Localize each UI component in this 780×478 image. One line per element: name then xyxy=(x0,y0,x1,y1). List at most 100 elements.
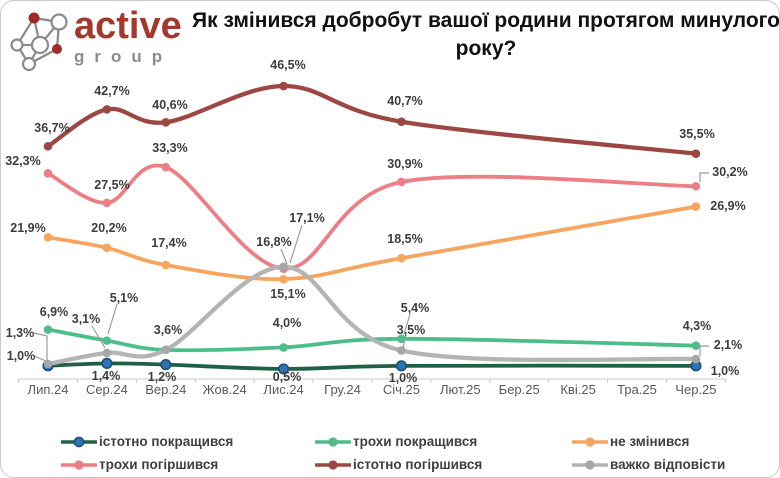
legend-row: істотно покращився трохи покращився не з… xyxy=(1,430,779,453)
x-axis-month-label: Лют.25 xyxy=(440,382,481,397)
label-leader-line xyxy=(91,325,106,349)
data-point-marker xyxy=(279,262,288,272)
data-point-marker xyxy=(397,346,406,355)
data-label: 3,6% xyxy=(154,323,183,337)
data-label: 5,4% xyxy=(401,301,430,315)
label-leader-line xyxy=(699,345,709,356)
x-axis-month-label: Лип.24 xyxy=(28,382,69,397)
brand-name: active xyxy=(74,5,182,47)
x-axis-month-label: Вер.24 xyxy=(145,382,186,397)
legend-label: трохи погіршився xyxy=(99,457,219,472)
legend-item-3: не змінився xyxy=(572,434,689,449)
x-axis-month-label: Чер.25 xyxy=(675,382,716,397)
legend-item-5: істотно погіршився xyxy=(315,457,572,472)
data-label: 6,9% xyxy=(40,305,69,319)
data-label: 0,5% xyxy=(273,370,302,384)
x-axis-month-label: Жов.24 xyxy=(203,382,247,397)
legend-item-6: важко відповісти xyxy=(572,457,725,472)
series-line-5 xyxy=(45,83,699,156)
data-label: 46,5% xyxy=(270,58,305,72)
data-label: 1,0% xyxy=(389,371,418,385)
x-axis-month-label: Бер.25 xyxy=(499,382,540,397)
data-label: 4,3% xyxy=(683,319,712,333)
data-point-marker xyxy=(397,334,406,344)
data-label: 21,9% xyxy=(10,221,45,235)
data-label: 36,7% xyxy=(34,121,69,135)
data-label: 1,0% xyxy=(711,364,740,378)
data-label: 3,5% xyxy=(397,323,426,337)
legend-row: трохи погіршився істотно погіршився важк… xyxy=(1,453,779,476)
legend-marker-icon xyxy=(315,459,351,470)
data-point-marker xyxy=(397,253,406,263)
series-line-3 xyxy=(46,204,698,282)
data-point-marker xyxy=(161,118,171,127)
legend-marker-icon xyxy=(315,436,351,447)
data-label: 2,1% xyxy=(714,338,743,352)
legend-item-4: трохи погіршився xyxy=(61,457,315,472)
label-leader-line xyxy=(699,172,709,182)
data-point-marker xyxy=(279,81,288,91)
data-point-marker xyxy=(43,325,53,334)
data-label: 33,3% xyxy=(152,141,187,155)
data-point-marker xyxy=(691,341,701,350)
active-group-logo-icon xyxy=(10,12,68,72)
data-label: 15,1% xyxy=(270,287,305,301)
data-point-marker xyxy=(161,345,171,355)
legend-item-2: трохи покращився xyxy=(315,434,572,449)
data-label: 42,7% xyxy=(94,84,129,98)
label-leader-line xyxy=(33,355,47,362)
data-label: 16,8% xyxy=(256,235,291,249)
data-label: 18,5% xyxy=(387,232,422,246)
data-point-marker xyxy=(691,354,701,364)
legend-marker-icon xyxy=(61,459,97,470)
data-label: 1,4% xyxy=(92,369,121,383)
data-label: 17,1% xyxy=(289,211,324,225)
data-label: 5,1% xyxy=(110,291,139,305)
data-label: 20,2% xyxy=(91,221,126,235)
label-leader-line xyxy=(107,303,118,335)
data-point-marker xyxy=(102,198,112,208)
data-label: 30,9% xyxy=(387,157,422,171)
data-point-marker xyxy=(43,359,53,369)
data-point-marker xyxy=(397,177,406,187)
data-point-marker xyxy=(102,348,112,358)
legend-marker-icon xyxy=(572,459,608,470)
data-point-marker xyxy=(102,336,112,345)
data-point-marker xyxy=(278,363,290,375)
legend-label: важко відповісти xyxy=(610,457,726,472)
data-label: 40,6% xyxy=(152,98,187,112)
chart-legend: істотно покращився трохи покращився не з… xyxy=(1,430,779,476)
x-axis-month-label: Січ.25 xyxy=(383,382,420,397)
data-point-marker xyxy=(397,117,406,126)
data-label: 30,2% xyxy=(712,165,747,179)
data-label: 1,2% xyxy=(148,370,177,384)
x-axis-month-label: Кві.25 xyxy=(560,382,595,397)
legend-label: істотно погіршився xyxy=(353,457,483,472)
data-point-marker xyxy=(43,141,53,151)
x-axis-month-label: Лис.24 xyxy=(263,382,303,397)
data-point-marker xyxy=(161,162,171,172)
data-point-marker xyxy=(43,169,53,178)
data-label: 17,4% xyxy=(151,236,186,250)
x-axis-month-label: Сер.24 xyxy=(86,382,128,397)
series-line-4 xyxy=(46,163,698,271)
x-axis-month-label: Тра.25 xyxy=(617,382,657,397)
data-point-marker xyxy=(279,343,288,352)
x-axis-month-label: Гру.24 xyxy=(324,382,361,397)
label-leader-line xyxy=(289,224,303,264)
data-point-marker xyxy=(691,181,701,191)
data-label: 32,3% xyxy=(5,154,40,168)
label-leader-line xyxy=(402,334,407,349)
wellbeing-line-chart: Лип.24 Сер.24 Вер.24 Жов.24 Лис.24 Гру.24 Січ.… xyxy=(5,58,747,397)
label-leader-line xyxy=(33,332,48,361)
legend-marker-icon xyxy=(572,436,608,447)
data-point-marker xyxy=(691,149,701,158)
data-point-marker xyxy=(395,360,408,372)
data-label: 40,7% xyxy=(387,94,422,108)
brand-wordmark: active group xyxy=(74,7,182,65)
legend-item-1: істотно покращився xyxy=(61,434,315,449)
data-point-marker xyxy=(101,357,113,369)
data-label: 3,1% xyxy=(72,312,101,326)
data-label: 4,0% xyxy=(273,316,302,330)
